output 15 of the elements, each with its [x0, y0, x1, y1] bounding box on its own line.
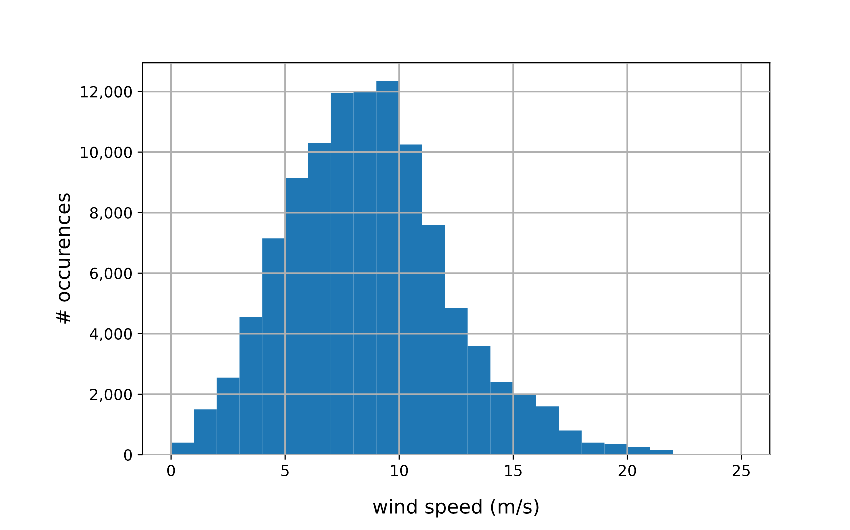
x-axis-title: wind speed (m/s) [373, 498, 539, 518]
x-tick-label: 20 [618, 464, 636, 477]
y-tick-label: 6,000 [90, 268, 132, 281]
x-tick-label: 10 [391, 464, 408, 477]
x-tick-label: 25 [732, 464, 750, 477]
y-tick-label: 8,000 [90, 207, 132, 220]
y-tick-label: 0 [124, 449, 132, 462]
x-tick-label: 0 [167, 464, 176, 477]
y-tick-label: 12,000 [81, 86, 132, 100]
x-tick-label: 15 [505, 465, 522, 477]
x-tick-label: 5 [282, 465, 289, 477]
y-tick-label: 2,000 [90, 388, 132, 402]
y-axis-title: # occurences [56, 194, 70, 324]
y-tick-label: 10,000 [81, 146, 132, 160]
y-tick-label: 4,000 [90, 328, 132, 342]
